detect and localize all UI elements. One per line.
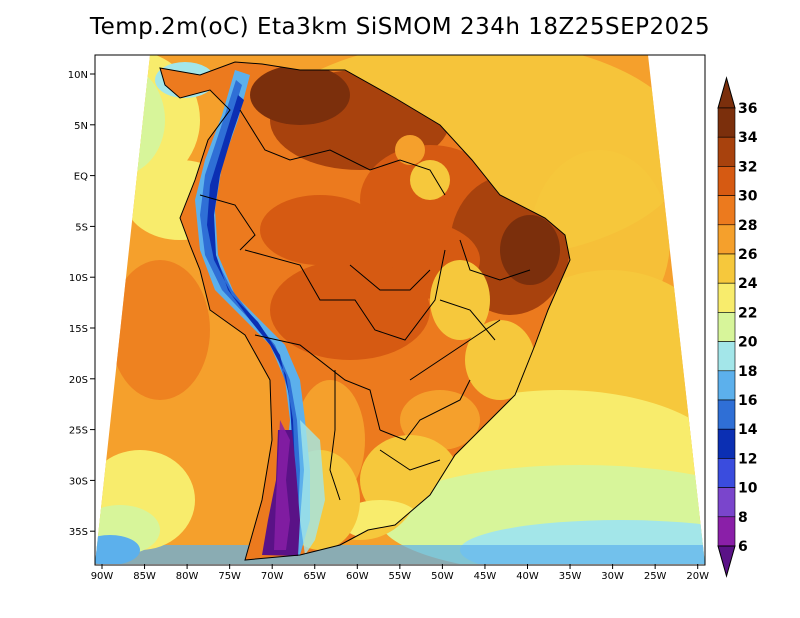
colorbar-segment	[717, 399, 736, 430]
colorbar-segment	[717, 136, 736, 167]
colorbar-segment	[717, 107, 736, 138]
andes-cold-band	[195, 70, 325, 556]
lat-tick-label: 20S	[69, 375, 88, 386]
lat-tick-label: 35S	[69, 527, 88, 538]
lon-tick-label: 70W	[261, 571, 284, 582]
colorbar-label: 10	[738, 481, 758, 497]
colorbar-top-arrow	[717, 76, 736, 109]
colorbar-label: 24	[738, 276, 758, 292]
page-title: Temp.2m(oC) Eta3km SiSMOM 234h 18Z25SEP2…	[89, 14, 711, 40]
colorbar-segment	[717, 282, 736, 313]
lon-tick-label: 50W	[431, 571, 454, 582]
lon-tick-label: 55W	[389, 571, 412, 582]
longitude-axis: 90W 85W 80W 75W 70W 65W 60W 55W 50W 45W 40W 35W 30W 2…	[91, 564, 709, 582]
colorbar-segment	[717, 458, 736, 488]
colorbar-label: 18	[738, 364, 757, 380]
colorbar-segment	[717, 341, 736, 372]
lon-tick-label: 85W	[133, 571, 156, 582]
colorbar-segment	[717, 428, 736, 459]
colorbar-segment	[717, 487, 736, 518]
lat-tick-label: 30S	[69, 476, 88, 487]
colorbar-segment	[717, 166, 736, 196]
lon-tick-label: 60W	[346, 571, 369, 582]
colorbar-label: 8	[738, 510, 748, 526]
lon-tick-label: 45W	[474, 571, 497, 582]
colorbar-label: 12	[738, 451, 757, 467]
lat-tick-label: 15S	[69, 324, 88, 335]
lat-tick-label: 5N	[74, 121, 88, 132]
colorbar-segment	[717, 224, 736, 255]
lat-tick-label: 10S	[69, 273, 88, 284]
colorbar-label: 22	[738, 305, 757, 321]
colorbar-segment	[717, 195, 736, 226]
colorbar-label: 14	[738, 422, 758, 438]
lat-tick-label: EQ	[74, 172, 88, 183]
lon-tick-label: 65W	[303, 571, 326, 582]
colorbar-label: 32	[738, 159, 757, 175]
lon-tick-label: 40W	[516, 571, 539, 582]
colorbar-segment	[717, 516, 736, 547]
colorbar-segment	[717, 253, 736, 284]
coastline-and-borders	[159, 61, 571, 561]
colorbar-label: 26	[738, 247, 757, 263]
lon-tick-label: 20W	[686, 571, 709, 582]
lat-tick-label: 25S	[69, 426, 88, 437]
colorbar-label: 6	[738, 539, 748, 555]
lon-tick-label: 80W	[176, 571, 199, 582]
colorbar-label: 34	[738, 130, 758, 146]
colorbar-segment	[717, 312, 736, 342]
lon-tick-label: 25W	[644, 571, 667, 582]
lon-tick-label: 35W	[559, 571, 582, 582]
colorbar-legend: 36 34 32 30 28 26 24 22 20 18 16 14 12 10 8 6	[717, 76, 758, 578]
colorbar-label: 20	[738, 335, 758, 351]
colorbar-label: 36	[738, 101, 757, 117]
lon-tick-label: 30W	[601, 571, 624, 582]
lon-tick-label: 90W	[91, 571, 114, 582]
colorbar-bottom-arrow	[717, 545, 736, 578]
colorbar-segment	[717, 370, 736, 401]
colorbar-label: 28	[738, 218, 757, 234]
lat-tick-label: 5S	[75, 222, 88, 233]
lat-tick-label: 10N	[68, 70, 88, 81]
colorbar-label: 30	[738, 189, 758, 205]
lon-tick-label: 75W	[218, 571, 241, 582]
latitude-axis: 10N 5N EQ 5S 10S 15S 20S 25S 30S 35S	[68, 70, 95, 538]
colorbar-label: 16	[738, 393, 757, 409]
